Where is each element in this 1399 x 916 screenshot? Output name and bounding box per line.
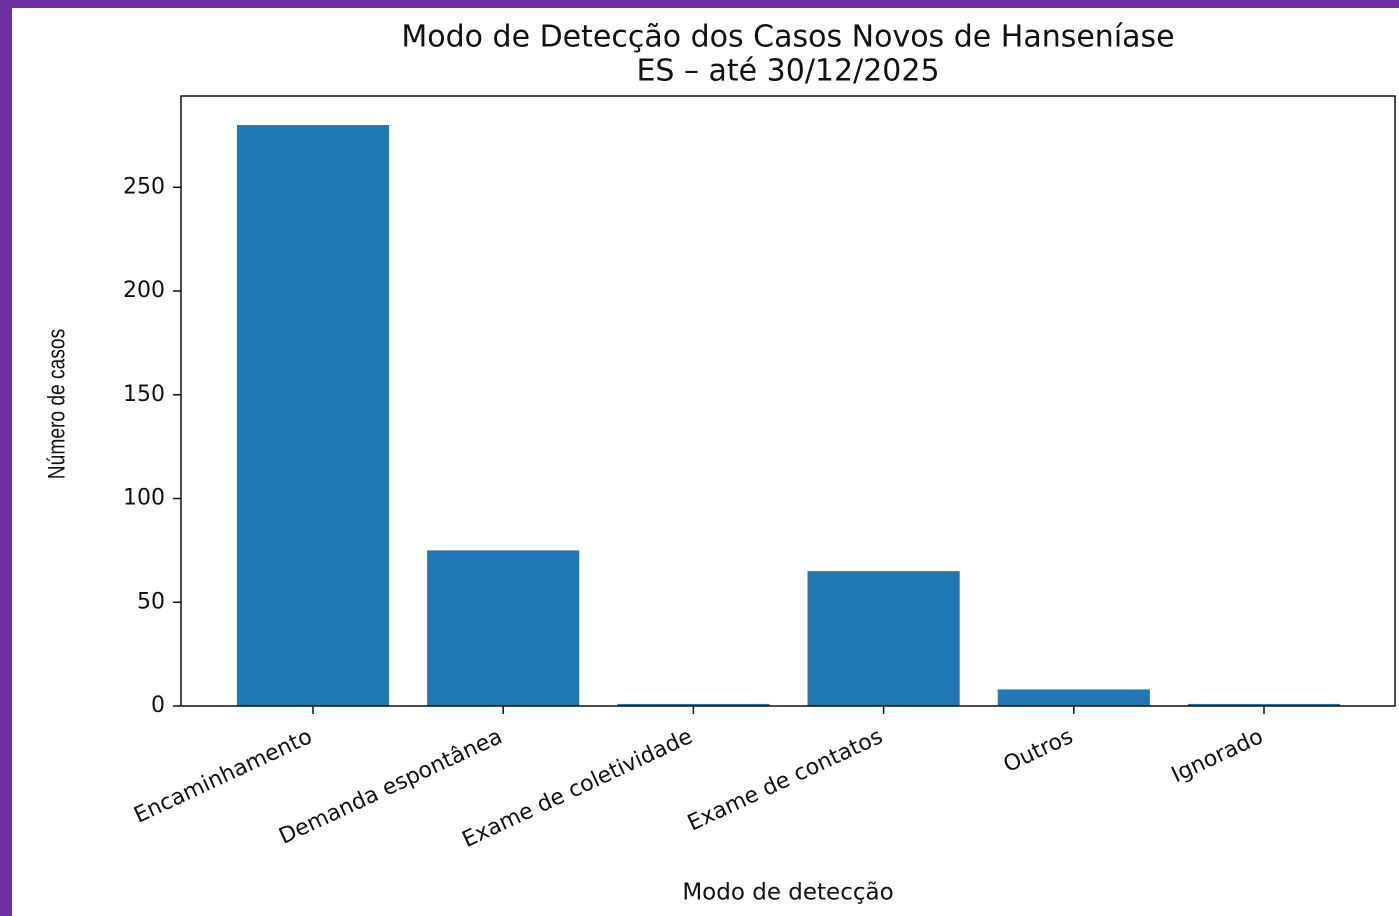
bar xyxy=(236,125,390,707)
y-tick-label: 250 xyxy=(123,174,165,199)
bar xyxy=(1187,703,1341,706)
x-axis-label: Modo de detecção xyxy=(682,880,893,906)
chart-title: Modo de Detecção dos Casos Novos de Hans… xyxy=(401,20,1174,55)
y-tick-label: 50 xyxy=(137,589,165,614)
y-tick-label: 100 xyxy=(123,486,165,511)
bar xyxy=(617,703,770,706)
y-tick-label: 0 xyxy=(151,693,165,718)
y-tick-label: 150 xyxy=(123,382,165,407)
bar xyxy=(997,689,1150,706)
plot-frame xyxy=(180,95,1396,707)
chart-subtitle: ES – até 30/12/2025 xyxy=(636,54,939,89)
y-axis-label: Número de casos xyxy=(42,329,70,479)
bar xyxy=(807,571,960,706)
bar xyxy=(427,550,580,706)
y-tick-label: 200 xyxy=(123,278,165,303)
